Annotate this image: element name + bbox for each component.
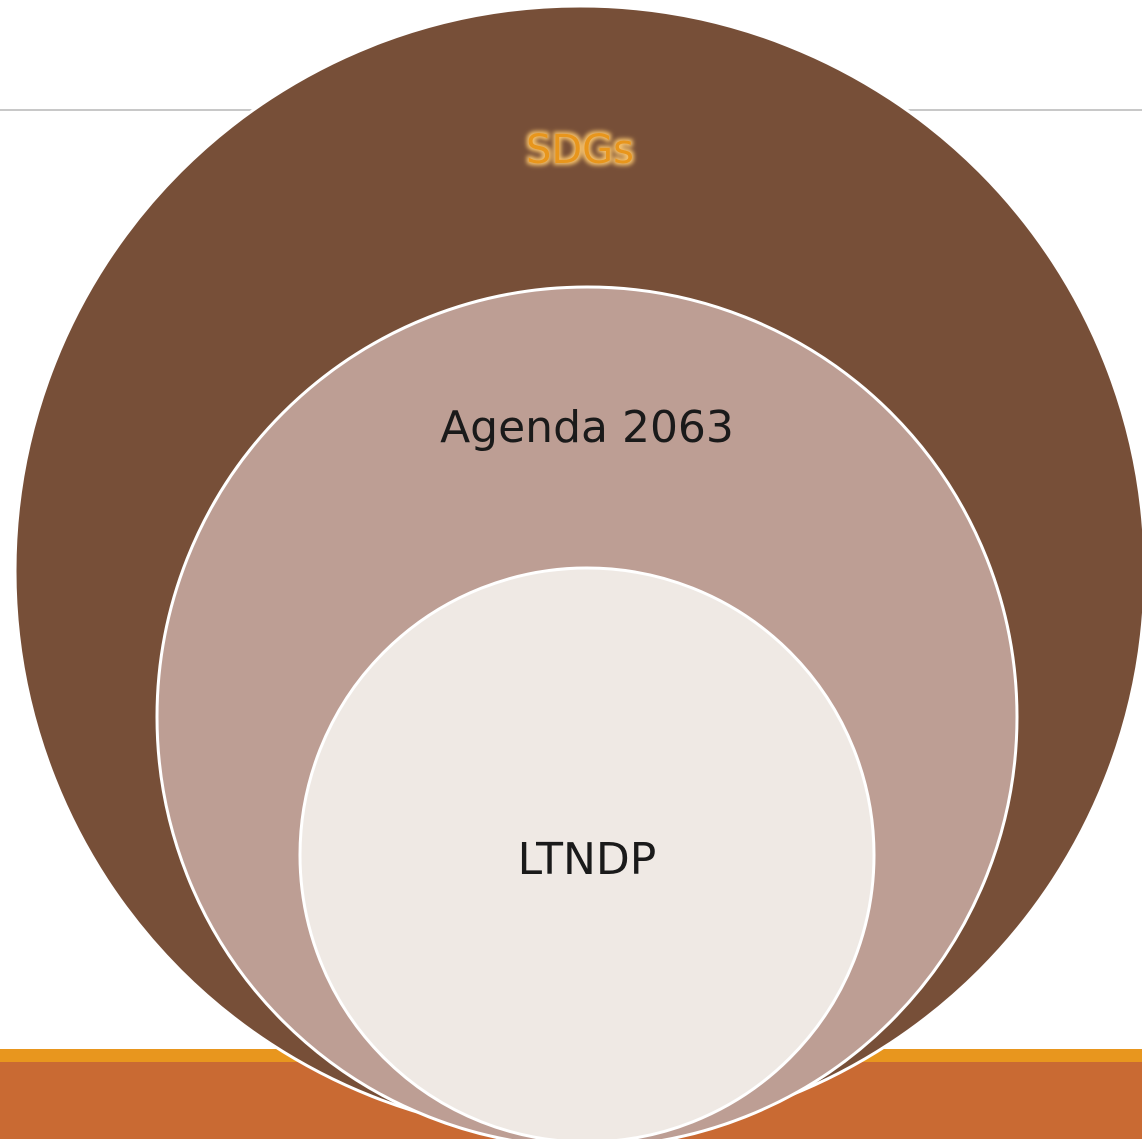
middle-label: Agenda 2063 <box>440 402 734 453</box>
inner-circle <box>298 566 876 1139</box>
inner-label: LTNDP <box>518 834 657 885</box>
outer-label: SDGs <box>526 127 634 173</box>
